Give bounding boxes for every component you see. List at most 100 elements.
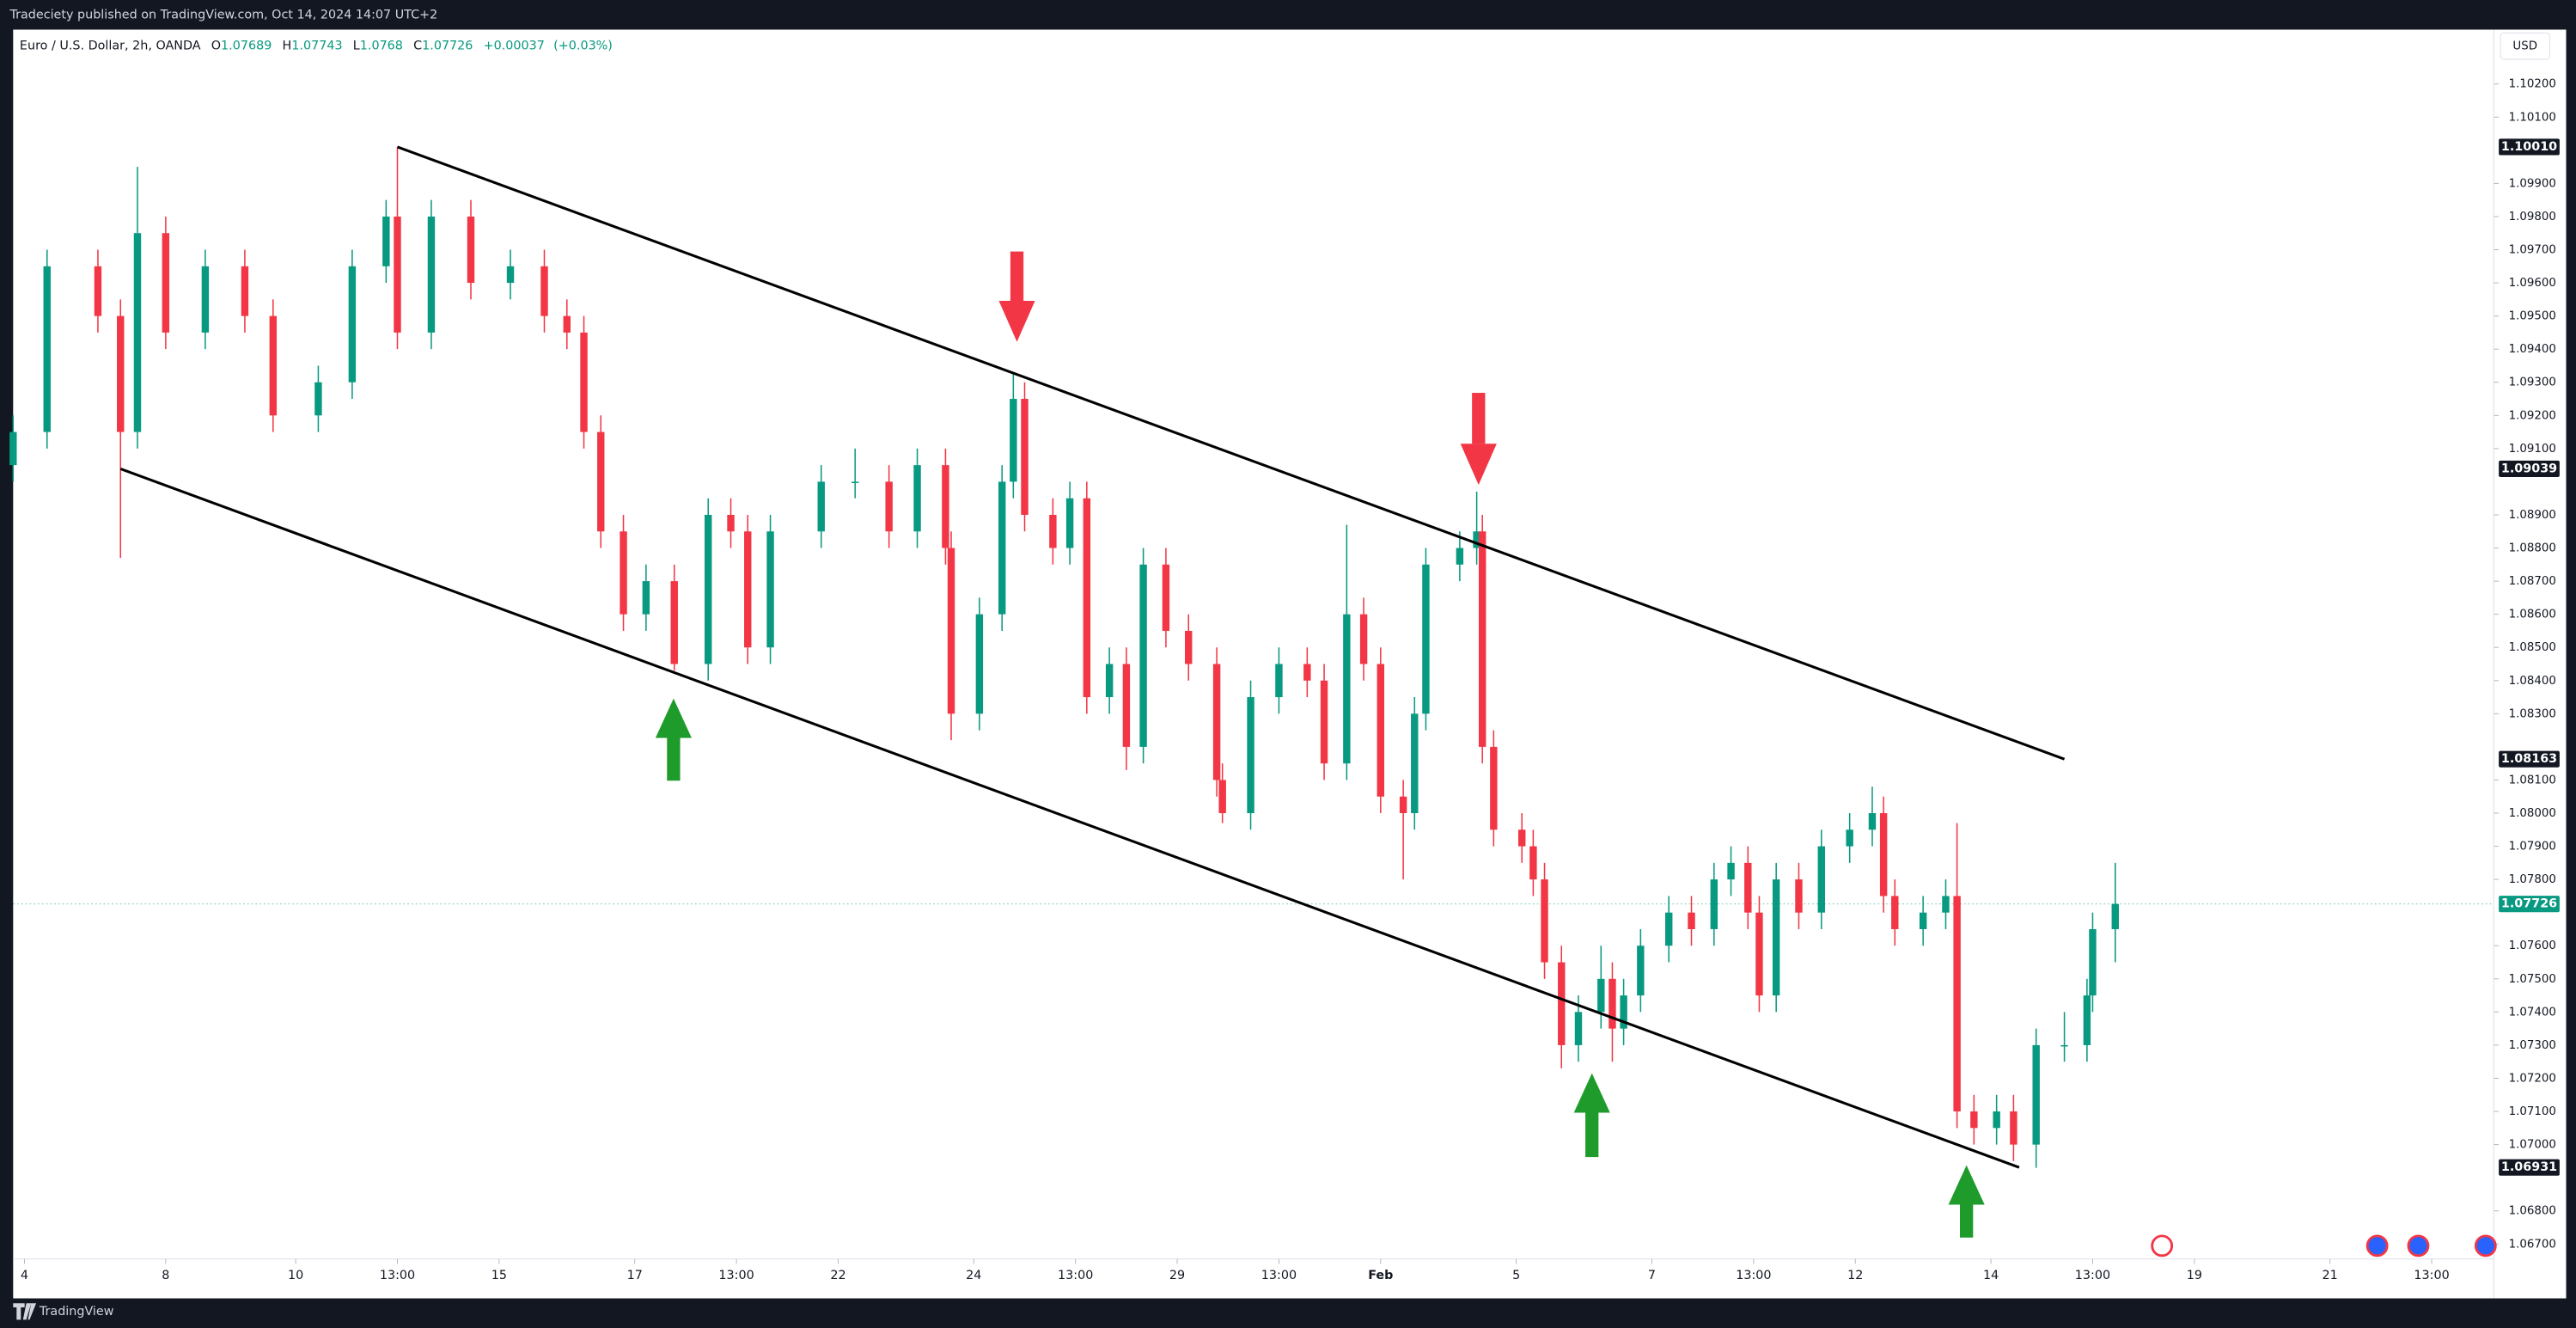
change-pct: (+0.03%) — [553, 40, 613, 53]
candle-body — [1574, 1012, 1583, 1045]
candle-body — [942, 465, 949, 548]
low-value: 1.0768 — [360, 40, 403, 53]
y-tick-label: 1.08000 — [2509, 807, 2556, 820]
candle-body — [1359, 614, 1368, 664]
candle-body — [1846, 829, 1853, 847]
x-tick-label: 17 — [627, 1269, 643, 1282]
price-label: 1.10010 — [2501, 140, 2557, 154]
y-tick-label: 1.07500 — [2509, 973, 2556, 986]
candle-body — [1343, 614, 1351, 764]
x-tick-label: 7 — [1648, 1269, 1656, 1282]
arrow-down — [1010, 251, 1024, 303]
candle-body — [1970, 1111, 1978, 1129]
candle-body — [580, 332, 588, 432]
event-icon[interactable] — [2474, 1234, 2497, 1258]
candle-body — [1478, 531, 1486, 747]
y-tick-label: 1.06700 — [2509, 1238, 2556, 1251]
candle-body — [162, 233, 170, 333]
candle-body — [642, 581, 650, 615]
candle-body — [540, 266, 548, 316]
candle-body — [314, 382, 322, 416]
candle-body — [1422, 564, 1430, 714]
y-tick-label: 1.08700 — [2509, 575, 2556, 588]
annotations — [655, 251, 2497, 1258]
candle-body — [1247, 697, 1254, 814]
candle-body — [1377, 664, 1385, 797]
x-tick-label: 15 — [491, 1269, 507, 1282]
y-tick-label: 1.07900 — [2509, 841, 2556, 854]
y-tick-label: 1.09300 — [2509, 376, 2556, 389]
candle-body — [1688, 912, 1695, 929]
candle-body — [817, 481, 825, 532]
candle-body — [1456, 548, 1464, 565]
candle-body — [1755, 912, 1763, 996]
candle-body — [348, 266, 357, 382]
candle-body — [1665, 912, 1673, 946]
candle-body — [269, 315, 278, 416]
x-tick-label: 13:00 — [2414, 1269, 2449, 1282]
candle-body — [947, 548, 955, 714]
candle-body — [117, 315, 125, 432]
event-icon[interactable] — [2151, 1234, 2174, 1258]
candle-body — [1139, 564, 1147, 747]
candle-body — [382, 216, 390, 266]
candle-body — [1162, 564, 1170, 631]
x-tick-label: 22 — [830, 1269, 845, 1282]
footer-brand: TradingView — [39, 1305, 114, 1319]
symbol: Euro / U.S. Dollar, 2h, OANDA — [20, 40, 201, 53]
candle-body — [2010, 1111, 2017, 1145]
y-tick-label: 1.08900 — [2509, 509, 2556, 522]
y-tick-label: 1.07800 — [2509, 873, 2556, 886]
y-tick-label: 1.09100 — [2509, 443, 2556, 456]
candle-body — [727, 514, 735, 532]
candle-body — [241, 266, 249, 316]
x-tick-label: 4 — [21, 1269, 28, 1282]
candle-body — [1212, 664, 1221, 780]
candle-body — [1608, 978, 1616, 1029]
x-tick-label: 10 — [288, 1269, 303, 1282]
candle-body — [597, 431, 605, 532]
y-tick-label: 1.09900 — [2509, 177, 2556, 190]
y-tick-label: 1.07300 — [2509, 1039, 2556, 1052]
low-label: L — [353, 40, 360, 53]
y-tick-label: 1.10100 — [2509, 111, 2556, 124]
candle-body — [1817, 846, 1825, 913]
candle-body — [1541, 879, 1548, 963]
last-price-box — [2499, 896, 2560, 913]
arrow-up-head — [1948, 1165, 1985, 1205]
candle-body — [705, 514, 712, 664]
candle-body — [1868, 813, 1877, 830]
arrow-up — [667, 736, 681, 781]
event-icon[interactable] — [2365, 1234, 2389, 1258]
candle-body — [1399, 796, 1407, 814]
currency-box[interactable] — [2500, 32, 2550, 60]
candle-body — [2032, 1044, 2040, 1145]
event-icon[interactable] — [2407, 1234, 2430, 1258]
y-tick-label: 1.10200 — [2509, 78, 2556, 91]
candle-body — [1620, 995, 1627, 1029]
chart-panel — [13, 29, 2567, 1299]
candle-body — [885, 481, 893, 532]
trendline — [396, 145, 2066, 761]
candle-body — [1083, 498, 1091, 698]
y-tick-label: 1.08500 — [2509, 641, 2556, 654]
candle-body — [427, 216, 436, 333]
currency[interactable]: USD — [2512, 40, 2537, 53]
candle-body — [1953, 896, 1961, 1112]
candle-body — [1303, 664, 1311, 681]
x-tick-label: 14 — [1983, 1269, 1999, 1282]
candle-body — [1320, 680, 1328, 764]
x-tick-label: 21 — [2323, 1269, 2338, 1282]
candle-body — [394, 216, 401, 333]
y-tick-label: 1.09400 — [2509, 343, 2556, 356]
open-value: 1.07689 — [221, 40, 272, 53]
candle-body — [467, 216, 475, 284]
candle-body — [133, 233, 142, 432]
candle-body — [744, 531, 752, 648]
price-label: 1.08163 — [2501, 752, 2557, 766]
price-label-box — [2499, 460, 2560, 477]
candle-body — [1710, 879, 1718, 929]
candle-body — [1021, 399, 1029, 515]
candle-body — [1105, 664, 1114, 698]
price-label-box — [2499, 1159, 2560, 1176]
